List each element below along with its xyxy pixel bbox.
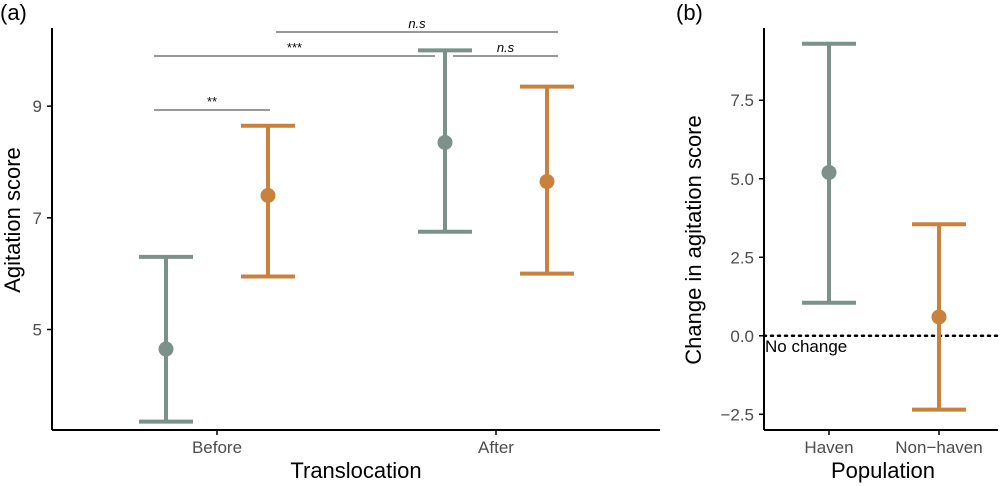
panel-a-y-axis-title: Agitation score <box>0 147 25 293</box>
panel-b-x-tick-label: Haven <box>804 438 853 457</box>
panel-a-significance-label: n.s <box>497 40 515 55</box>
panel-a-y-tick-label: 7 <box>33 209 42 228</box>
panel-a-y-tick-label: 9 <box>33 97 42 116</box>
panel-b-y-axis-title: Change in agitation score <box>681 115 706 365</box>
panel-a-significance-label: ** <box>207 94 217 109</box>
panel-b-y-tick-label: −2.5 <box>720 405 754 424</box>
panel-b-y-tick-label: 5.0 <box>730 170 754 189</box>
panel-a-label: (a) <box>0 0 27 25</box>
panel-b-y-tick-label: 2.5 <box>730 248 754 267</box>
panel-a-errorbar-point <box>158 341 174 357</box>
panel-a-errorbar-point <box>437 134 453 150</box>
panel-b-reference-label: No change <box>765 337 847 356</box>
panel-b-errorbar-point <box>821 164 837 180</box>
panel-b-y-tick-label: 0.0 <box>730 327 754 346</box>
panel-a-x-tick-label: Before <box>192 438 242 457</box>
panel-a-significance-label: n.s <box>408 16 426 31</box>
panel-a-errorbar-point <box>260 188 276 203</box>
panel-a-x-tick-label: After <box>478 438 514 457</box>
panel-a-y-tick-label: 5 <box>33 321 42 340</box>
panel-a-errorbar-point <box>539 174 555 190</box>
panel-a-significance-label: *** <box>287 40 302 55</box>
panel-b: −2.5 0.0 2.5 5.0 7.5 Haven Non−haven No change <box>720 28 1000 457</box>
panel-b-y-tick-label: 7.5 <box>730 91 754 110</box>
panel-b-x-axis-title: Population <box>831 458 935 483</box>
panel-b-x-tick-label: Non−haven <box>895 438 982 457</box>
panel-b-errorbar-point <box>931 309 947 325</box>
panel-b-label: (b) <box>676 0 703 25</box>
panel-a-x-axis-title: Translocation <box>290 458 421 483</box>
